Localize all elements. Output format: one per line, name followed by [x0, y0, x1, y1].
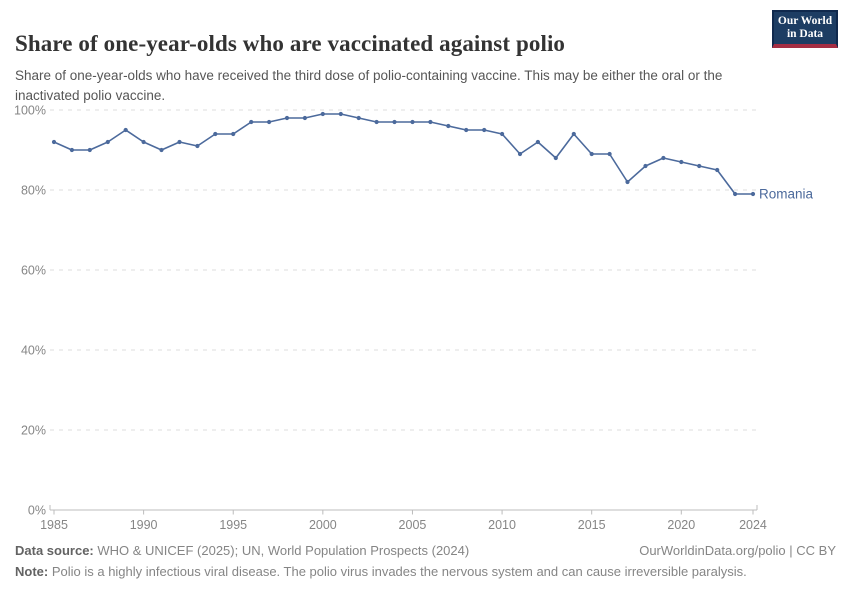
series-line-romania	[53, 113, 753, 195]
data-point-2019[interactable]	[661, 155, 666, 161]
y-axis-label-60: 60%	[21, 264, 46, 278]
data-point-2009[interactable]	[482, 127, 487, 133]
data-point-2024[interactable]	[750, 191, 756, 197]
y-axis-label-40: 40%	[21, 344, 46, 358]
data-point-1993[interactable]	[195, 143, 200, 149]
data-point-1998[interactable]	[284, 115, 290, 121]
x-axis-label-2024: 2024	[739, 518, 767, 532]
y-axis-label-80: 80%	[21, 184, 46, 198]
data-point-2020[interactable]	[679, 159, 684, 165]
data-point-2021[interactable]	[697, 163, 702, 169]
x-axis-label-2000: 2000	[309, 518, 337, 532]
x-axis-label-2010: 2010	[488, 518, 516, 532]
owid-logo[interactable]: Our World in Data	[772, 10, 838, 48]
data-point-2014[interactable]	[571, 131, 576, 137]
data-point-2017[interactable]	[625, 179, 630, 185]
data-point-1989[interactable]	[123, 127, 128, 133]
data-source-label: Data source:	[15, 543, 94, 558]
data-point-2022[interactable]	[715, 167, 720, 173]
data-point-2012[interactable]	[535, 139, 541, 145]
note-label: Note:	[15, 564, 49, 579]
data-point-2003[interactable]	[374, 119, 379, 125]
data-source-line: Data source: WHO & UNICEF (2025); UN, Wo…	[15, 543, 469, 558]
y-axis-label-0: 0%	[28, 504, 46, 518]
data-point-2013[interactable]	[553, 155, 558, 161]
data-point-2007[interactable]	[446, 123, 451, 129]
data-point-1987[interactable]	[87, 147, 92, 153]
owid-logo-line1: Our World	[777, 14, 833, 27]
x-axis-label-1995: 1995	[219, 518, 247, 532]
data-point-2002[interactable]	[356, 115, 361, 121]
note-text: Polio is a highly infectious viral disea…	[48, 564, 747, 579]
y-axis-label-100: 100%	[14, 104, 46, 118]
data-point-1996[interactable]	[249, 119, 254, 125]
data-point-1997[interactable]	[267, 119, 272, 125]
data-point-2011[interactable]	[517, 151, 523, 157]
x-axis-label-1990: 1990	[130, 518, 158, 532]
data-point-2016[interactable]	[607, 151, 612, 157]
chart-footer: Data source: WHO & UNICEF (2025); UN, Wo…	[15, 543, 836, 579]
x-axis-label-2015: 2015	[578, 518, 606, 532]
x-axis-label-1985: 1985	[40, 518, 68, 532]
license-link[interactable]: OurWorldinData.org/polio | CC BY	[639, 543, 836, 558]
data-point-1985[interactable]	[51, 139, 57, 145]
data-point-2005[interactable]	[410, 119, 415, 125]
data-point-1999[interactable]	[302, 115, 307, 121]
x-axis-label-2005: 2005	[399, 518, 427, 532]
data-point-1990[interactable]	[141, 139, 146, 145]
data-point-2015[interactable]	[589, 151, 594, 157]
x-axis-label-2020: 2020	[667, 518, 695, 532]
data-point-1986[interactable]	[69, 147, 74, 153]
data-source-text: WHO & UNICEF (2025); UN, World Populatio…	[93, 543, 470, 558]
data-point-2018[interactable]	[643, 163, 648, 169]
data-point-2010[interactable]	[500, 131, 505, 137]
owid-logo-line2: in Data	[786, 28, 824, 40]
data-point-2000[interactable]	[320, 111, 325, 117]
data-point-2008[interactable]	[464, 127, 469, 133]
data-point-1995[interactable]	[231, 131, 236, 137]
data-point-2001[interactable]	[338, 111, 343, 117]
data-point-1991[interactable]	[159, 147, 164, 153]
series-end-label[interactable]: Romania	[759, 187, 814, 202]
data-point-2004[interactable]	[392, 119, 397, 125]
chart-subtitle: Share of one-year-olds who have received…	[15, 67, 723, 103]
data-point-1988[interactable]	[105, 139, 110, 145]
page-title: Share of one-year-olds who are vaccinate…	[15, 31, 566, 57]
y-axis-label-20: 20%	[21, 424, 46, 438]
data-point-2023[interactable]	[733, 191, 738, 197]
note-line: Note: Polio is a highly infectious viral…	[15, 564, 747, 579]
data-point-1992[interactable]	[177, 139, 182, 145]
data-point-1994[interactable]	[213, 131, 218, 137]
data-point-2006[interactable]	[428, 119, 433, 125]
